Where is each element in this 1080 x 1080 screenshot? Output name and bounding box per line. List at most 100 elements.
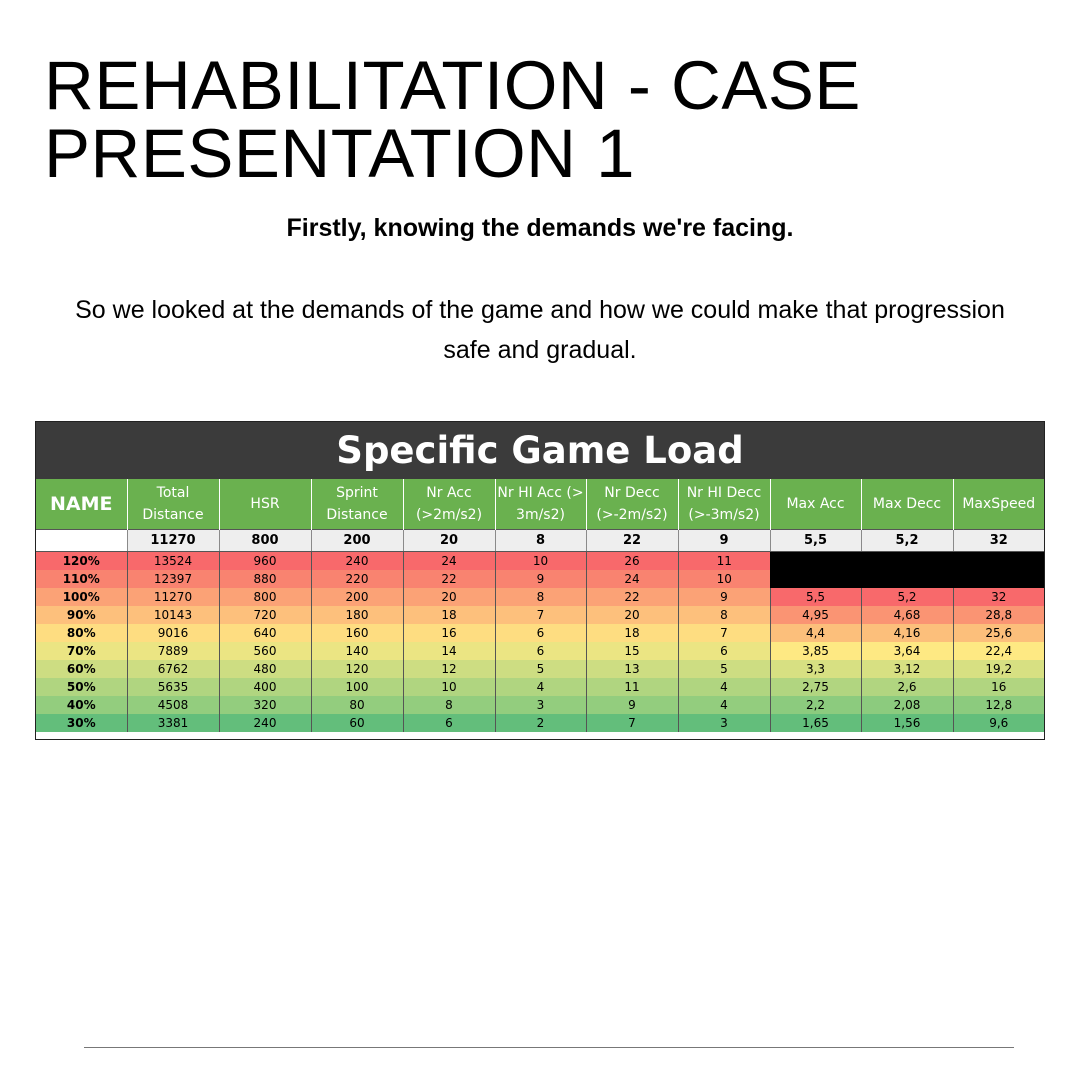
table-cell: 18 [402, 606, 495, 624]
table-row: 30% 3381 240 60 6 2 7 3 1,65 1,56 9,6 [36, 714, 1044, 732]
header-cell: MaxSpeed [952, 479, 1044, 530]
table-row: 120% 13524 960 240 24 10 26 11 [36, 551, 1044, 570]
page-title: REHABILITATION - CASE PRESENTATION 1 [44, 51, 861, 188]
table-cell: 880 [218, 570, 311, 588]
baseline-cell: 200 [310, 529, 403, 552]
header-cell: Nr Acc (>2m/s2) [402, 479, 495, 530]
max-cell: 3,85 [769, 642, 861, 660]
table-cell: 24 [402, 551, 495, 570]
table-cell: 7 [494, 606, 586, 624]
table-cell: 18 [585, 624, 678, 642]
header-row: NAME Total Distance HSR Sprint Distance … [36, 479, 1044, 530]
max-cell: 3,12 [860, 660, 953, 678]
body-line-2: safe and gradual. [443, 336, 637, 364]
baseline-cell: 8 [494, 529, 586, 552]
table-row: 110% 12397 880 220 22 9 24 10 [36, 570, 1044, 588]
table-cell: 5 [677, 660, 770, 678]
table-cell: 640 [218, 624, 311, 642]
percent-cell: 90% [36, 606, 127, 624]
percent-cell: 80% [36, 624, 127, 642]
table-cell: 100 [310, 678, 403, 696]
table-cell: 6 [402, 714, 495, 732]
max-cell: 22,4 [952, 642, 1044, 660]
header-cell: Total Distance [126, 479, 219, 530]
table-row: 90% 10143 720 180 18 7 20 8 4,95 4,68 28,8 [36, 606, 1044, 624]
table-cell: 5635 [126, 678, 219, 696]
max-cell: 2,6 [860, 678, 953, 696]
table-cell: 11 [585, 678, 678, 696]
baseline-cell: 11270 [126, 529, 219, 552]
table-cell: 200 [310, 588, 403, 606]
header-cell: Max Decc [860, 479, 953, 530]
baseline-cell: 32 [952, 529, 1044, 552]
header-cell: Nr Decc (>-2m/s2) [585, 479, 678, 530]
table-body: 11270 800 200 20 8 22 9 5,5 5,2 32 120% 1… [36, 529, 1044, 732]
baseline-cell: 5,5 [769, 529, 861, 552]
table-cell: 3 [677, 714, 770, 732]
header-cell: Sprint Distance [310, 479, 403, 530]
table-cell: 8 [677, 606, 770, 624]
table-cell: 120 [310, 660, 403, 678]
table-row: 70% 7889 560 140 14 6 15 6 3,85 3,64 22,4 [36, 642, 1044, 660]
table-cell: 12 [402, 660, 495, 678]
title-line-2: PRESENTATION 1 [44, 115, 636, 192]
max-cell: 3,64 [860, 642, 953, 660]
max-cell: 4,16 [860, 624, 953, 642]
max-cell: 12,8 [952, 696, 1044, 714]
table-cell: 4508 [126, 696, 219, 714]
max-cell: 4,68 [860, 606, 953, 624]
header-cell: HSR [218, 479, 311, 530]
table-cell: 7 [677, 624, 770, 642]
table-cell: 13524 [126, 551, 219, 570]
table-cell: 26 [585, 551, 678, 570]
table-cell: 960 [218, 551, 311, 570]
table-cell: 140 [310, 642, 403, 660]
table-row: 100% 11270 800 200 20 8 22 9 5,5 5,2 32 [36, 588, 1044, 606]
table-cell: 60 [310, 714, 403, 732]
baseline-cell: 20 [402, 529, 495, 552]
table-cell: 13 [585, 660, 678, 678]
max-cell: 28,8 [952, 606, 1044, 624]
footer-divider [84, 1047, 1014, 1048]
table-cell: 10 [494, 551, 586, 570]
game-load-table: Specific Game Load NAME Total Distance H… [35, 421, 1045, 740]
table-cell: 15 [585, 642, 678, 660]
table-cell: 10 [677, 570, 770, 588]
table-cell: 6 [494, 624, 586, 642]
table-row: 60% 6762 480 120 12 5 13 5 3,3 3,12 19,2 [36, 660, 1044, 678]
table-banner: Specific Game Load [36, 422, 1044, 479]
name-header: NAME [36, 479, 127, 530]
table-cell: 20 [402, 588, 495, 606]
body-line-1: So we looked at the demands of the game … [75, 296, 1005, 324]
table-cell: 6 [677, 642, 770, 660]
baseline-cell: 5,2 [860, 529, 953, 552]
table-cell: 240 [310, 551, 403, 570]
table-row: 40% 4508 320 80 8 3 9 4 2,2 2,08 12,8 [36, 696, 1044, 714]
table-cell: 16 [402, 624, 495, 642]
table-cell: 12397 [126, 570, 219, 588]
table-cell: 14 [402, 642, 495, 660]
percent-cell: 50% [36, 678, 127, 696]
table-cell: 180 [310, 606, 403, 624]
max-cell: 4,95 [769, 606, 861, 624]
table-cell: 8 [494, 588, 586, 606]
table-cell: 9 [494, 570, 586, 588]
blackout-cell [770, 570, 1044, 588]
percent-cell: 30% [36, 714, 127, 732]
table-row: 80% 9016 640 160 16 6 18 7 4,4 4,16 25,6 [36, 624, 1044, 642]
load-table: NAME Total Distance HSR Sprint Distance … [36, 479, 1044, 732]
table-cell: 320 [218, 696, 311, 714]
table-cell: 11 [677, 551, 770, 570]
table-row: 50% 5635 400 100 10 4 11 4 2,75 2,6 16 [36, 678, 1044, 696]
table-cell: 20 [585, 606, 678, 624]
table-cell: 6762 [126, 660, 219, 678]
max-cell: 25,6 [952, 624, 1044, 642]
table-cell: 7889 [126, 642, 219, 660]
header-cell: Nr HI Decc (>-3m/s2) [677, 479, 770, 530]
max-cell: 19,2 [952, 660, 1044, 678]
table-cell: 3381 [126, 714, 219, 732]
body-text: So we looked at the demands of the game … [20, 290, 1060, 370]
header-cell: Nr HI Acc (> 3m/s2) [494, 479, 586, 530]
table-cell: 10143 [126, 606, 219, 624]
table-cell: 2 [494, 714, 586, 732]
